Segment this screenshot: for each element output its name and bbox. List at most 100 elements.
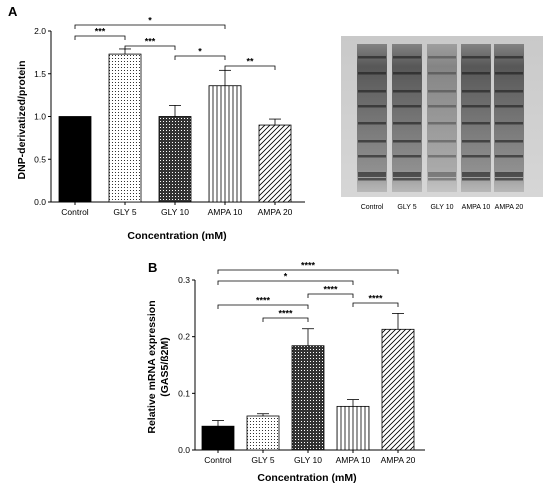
blot-band xyxy=(462,56,490,59)
blot-band xyxy=(393,155,421,158)
significance-bracket xyxy=(217,269,399,274)
blot-band xyxy=(428,56,456,59)
significance-bracket xyxy=(352,302,399,307)
blot-band xyxy=(495,105,523,108)
x-tick-label: GLY 5 xyxy=(251,455,275,465)
blot-band xyxy=(358,178,386,181)
bar xyxy=(258,124,292,203)
blot-lane-label: GLY 5 xyxy=(397,204,416,211)
blot-band xyxy=(358,122,386,125)
blot-band xyxy=(462,105,490,108)
blot-band xyxy=(393,72,421,75)
blot-lane-label: Control xyxy=(361,204,384,211)
blot-lane xyxy=(461,44,491,192)
blot-band xyxy=(495,72,523,75)
significance-label: **** xyxy=(256,296,271,306)
significance-bracket xyxy=(217,280,354,285)
blot-lane-label: GLY 10 xyxy=(430,204,453,211)
y-tick-label: 0.5 xyxy=(34,154,46,164)
y-tick-label: 1.0 xyxy=(34,112,46,122)
blot-band xyxy=(393,90,421,93)
x-axis-title: Concentration (mM) xyxy=(257,472,356,484)
significance-bracket xyxy=(217,304,309,309)
significance-bracket xyxy=(124,45,176,50)
blot-band xyxy=(393,122,421,125)
blot-band xyxy=(358,90,386,93)
blot-band xyxy=(393,105,421,108)
blot-lane xyxy=(392,44,422,192)
panel-label-b: B xyxy=(148,260,157,275)
bar xyxy=(208,85,242,203)
panel-label-a: A xyxy=(8,4,18,19)
blot-band xyxy=(462,122,490,125)
blot-band xyxy=(358,155,386,158)
blot-band xyxy=(393,140,421,143)
y-axis-title: DNP-derivatized/protein xyxy=(16,60,28,179)
significance-bracket xyxy=(224,65,276,70)
x-tick-label: AMPA 10 xyxy=(208,207,243,217)
significance-label: **** xyxy=(301,261,316,271)
x-tick-label: Control xyxy=(204,455,232,465)
significance-bracket xyxy=(74,24,226,29)
bar xyxy=(246,415,280,451)
blot-band xyxy=(462,72,490,75)
blot-band xyxy=(358,105,386,108)
significance-bracket xyxy=(74,35,126,40)
y-tick-label: 0.3 xyxy=(178,275,190,285)
blot-band xyxy=(428,172,456,177)
blot-band xyxy=(462,90,490,93)
blot-band xyxy=(428,122,456,125)
bar xyxy=(381,328,415,451)
significance-label: **** xyxy=(278,309,293,319)
blot-band xyxy=(495,90,523,93)
x-tick-label: GLY 10 xyxy=(161,207,189,217)
chart-a: 0.0 0.5 1.0 1.5 2.0 Control GLY 5 GLY 10 AMPA 10… xyxy=(16,16,305,242)
blot-band xyxy=(428,140,456,143)
bar xyxy=(158,116,192,203)
blot-band xyxy=(462,178,490,181)
blot-lane-label: AMPA 10 xyxy=(462,204,491,211)
y-tick-label: 0.2 xyxy=(178,332,190,342)
x-axis-title: Concentration (mM) xyxy=(127,230,226,242)
significance-label: **** xyxy=(323,285,338,295)
blot-band xyxy=(495,56,523,59)
blot-band xyxy=(428,72,456,75)
blot-band xyxy=(428,155,456,158)
x-tick-label: AMPA 20 xyxy=(381,455,416,465)
bar xyxy=(108,53,142,203)
bar xyxy=(336,405,370,451)
x-tick-label: AMPA 20 xyxy=(258,207,293,217)
y-tick-label: 0.1 xyxy=(178,388,190,398)
blot-band xyxy=(358,140,386,143)
x-tick-label: GLY 5 xyxy=(113,207,137,217)
significance-label: **** xyxy=(368,294,383,304)
blot-band xyxy=(393,56,421,59)
x-tick-label: Control xyxy=(61,207,89,217)
bar xyxy=(291,345,325,451)
significance-bracket xyxy=(262,317,309,322)
significance-label: * xyxy=(148,16,152,26)
blot-band xyxy=(428,105,456,108)
bar xyxy=(201,425,235,451)
y-tick-label: 2.0 xyxy=(34,26,46,36)
y-axis-title-unit: (GAS5/ß2M) xyxy=(159,337,171,397)
significance-label: ** xyxy=(246,57,254,67)
blot-lane xyxy=(427,44,457,192)
x-tick-label: AMPA 10 xyxy=(336,455,371,465)
blot-band xyxy=(358,172,386,177)
significance-label: * xyxy=(284,272,288,282)
blot-band xyxy=(393,172,421,177)
blot-lane-label: AMPA 20 xyxy=(495,204,524,211)
significance-label: * xyxy=(198,47,202,57)
chart-b: 0.0 0.1 0.2 0.3 Control GLY 5 GLY 10 AMPA 10 AMP… xyxy=(146,261,425,484)
blot-lane xyxy=(494,44,524,192)
blot-band xyxy=(358,56,386,59)
blot-band xyxy=(495,140,523,143)
significance-bracket xyxy=(174,55,226,60)
blot-band xyxy=(428,178,456,181)
blot-band xyxy=(495,172,523,177)
blot-lane xyxy=(357,44,387,192)
y-tick-label: 0.0 xyxy=(34,197,46,207)
significance-label: *** xyxy=(145,37,156,47)
y-tick-label: 1.5 xyxy=(34,69,46,79)
